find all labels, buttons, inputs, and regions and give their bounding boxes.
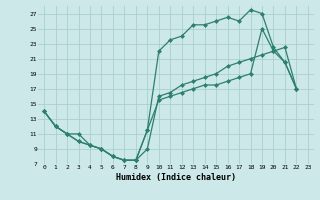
X-axis label: Humidex (Indice chaleur): Humidex (Indice chaleur) xyxy=(116,173,236,182)
